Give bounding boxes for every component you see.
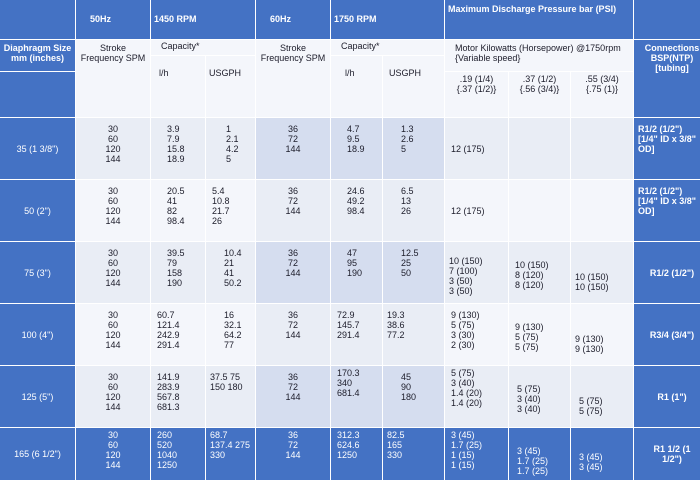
pressure-kw3-cell: 5 (75) 5 (75) <box>571 366 633 427</box>
spm60-cell: 36 72 144 <box>256 180 330 241</box>
connection-cell: R1/2 (1/2") [1/4" ID x 3/8" OD] <box>634 180 700 241</box>
rpm1450-header: 1450 RPM <box>151 0 255 39</box>
connection-cell: R1/2 (1/2") <box>634 242 700 303</box>
pressure-kw1-cell: 3 (45) 1.7 (25) 1 (15) 1 (15) <box>445 428 508 480</box>
lh50-cell: 141.9 283.9 567.8 681.3 <box>151 366 205 427</box>
lh50-cell: 260 520 1040 1250 <box>151 428 205 480</box>
pressure-kw3-cell <box>571 118 633 179</box>
max-pressure-header: Maximum Discharge Pressure bar (PSI) <box>445 0 633 39</box>
capacity-header-50hz: Capacity* <box>151 40 255 55</box>
diaphragm-size-100: 100 (4") <box>0 304 75 365</box>
pressure-kw3-cell: 9 (130) 9 (130) <box>571 304 633 365</box>
connection-cell: R1 1/2 (1 1/2") <box>634 428 700 480</box>
spm60-cell: 36 72 144 <box>256 242 330 303</box>
gph60-cell: 45 90 180 <box>383 366 444 427</box>
gph60-cell: 82.5 165 330 <box>383 428 444 480</box>
pressure-kw1-cell: 9 (130) 5 (75) 3 (30) 2 (30) <box>445 304 508 365</box>
diaphragm-size-35: 35 (1 3/8") <box>0 118 75 179</box>
gph60-cell: 6.5 13 26 <box>383 180 444 241</box>
spm60-cell: 36 72 144 <box>256 118 330 179</box>
connection-cell: R3/4 (3/4") <box>634 304 700 365</box>
motor-kilowatts-header: Motor Kilowatts (Horsepower) @1750rpm {V… <box>445 40 633 71</box>
pressure-kw1-cell: 12 (175) <box>445 180 508 241</box>
pressure-kw1-cell: 12 (175) <box>445 118 508 179</box>
diaphragm-size-75: 75 (3") <box>0 242 75 303</box>
pressure-kw3-cell: 3 (45) 3 (45) <box>571 428 633 480</box>
connection-cell: R1 (1") <box>634 366 700 427</box>
diaphragm-header-filler <box>0 72 75 117</box>
gph60-cell: 1.3 2.6 5 <box>383 118 444 179</box>
connection-cell: R1/2 (1/2") [1/4" ID x 3/8" OD] <box>634 118 700 179</box>
gph60-cell: 19.3 38.6 77.2 <box>383 304 444 365</box>
pressure-kw3-cell <box>571 180 633 241</box>
pressure-kw1-cell: 5 (75) 3 (40) 1.4 (20) 1.4 (20) <box>445 366 508 427</box>
lh50-cell: 3.9 7.9 15.8 18.9 <box>151 118 205 179</box>
usgph-header-60hz: USGPH <box>383 56 444 117</box>
lh50-cell: 60.7 121.4 242.9 291.4 <box>151 304 205 365</box>
lh60-cell: 170.3 340 681.4 <box>331 366 382 427</box>
gph50-cell: 1 2.1 4.2 5 <box>206 118 255 179</box>
diaphragm-size-header: Diaphragm Size mm (inches) <box>0 40 75 71</box>
spm50-cell: 30 60 120 144 <box>76 118 150 179</box>
connections-header: Connections BSP(NTP) [tubing] <box>634 40 700 117</box>
pressure-kw2-cell <box>509 118 570 179</box>
pressure-kw2-cell: 3 (45) 1.7 (25) 1.7 (25) <box>509 428 570 480</box>
gph50-cell: 37.5 75 150 180 <box>206 366 255 427</box>
capacity-header-60hz: Capacity* <box>331 40 444 55</box>
lh60-cell: 4.7 9.5 18.9 <box>331 118 382 179</box>
pressure-kw3-cell: 10 (150) 10 (150) <box>571 242 633 303</box>
diaphragm-size-165: 165 (6 1/2") <box>0 428 75 480</box>
kw-col1-header: .19 (1/4) {.37 (1/2)} <box>445 72 508 117</box>
stroke-frequency-header-50hz: Stroke Frequency SPM <box>76 40 150 117</box>
lh-header-50hz: l/h <box>151 56 205 117</box>
gph50-cell: 5.4 10.8 21.7 26 <box>206 180 255 241</box>
lh50-cell: 20.5 41 82 98.4 <box>151 180 205 241</box>
kw-col3-header: .55 (3/4) {.75 (1)} <box>571 72 633 117</box>
pressure-kw2-cell: 9 (130) 5 (75) 5 (75) <box>509 304 570 365</box>
spm50-cell: 30 60 120 144 <box>76 180 150 241</box>
spm60-cell: 36 72 144 <box>256 428 330 480</box>
lh60-cell: 312.3 624.6 1250 <box>331 428 382 480</box>
spm50-cell: 30 60 120 144 <box>76 366 150 427</box>
pressure-kw2-cell: 10 (150) 8 (120) 8 (120) <box>509 242 570 303</box>
lh60-cell: 24.6 49.2 98.4 <box>331 180 382 241</box>
lh50-cell: 39.5 79 158 190 <box>151 242 205 303</box>
gph60-cell: 12.5 25 50 <box>383 242 444 303</box>
usgph-header-50hz: USGPH <box>206 56 255 117</box>
lh60-cell: 72.9 145.7 291.4 <box>331 304 382 365</box>
lh60-cell: 47 95 190 <box>331 242 382 303</box>
spm60-cell: 36 72 144 <box>256 366 330 427</box>
spm50-cell: 30 60 120 144 <box>76 304 150 365</box>
lh-header-60hz: l/h <box>331 56 382 117</box>
connections-top-cell <box>634 0 700 39</box>
corner-cell <box>0 0 75 39</box>
spm60-cell: 36 72 144 <box>256 304 330 365</box>
gph50-cell: 68.7 137.4 275 330 <box>206 428 255 480</box>
diaphragm-size-125: 125 (5") <box>0 366 75 427</box>
hz60-header: 60Hz <box>256 0 330 39</box>
pressure-kw2-cell: 5 (75) 3 (40) 3 (40) <box>509 366 570 427</box>
spm50-cell: 30 60 120 144 <box>76 428 150 480</box>
spm50-cell: 30 60 120 144 <box>76 242 150 303</box>
diaphragm-size-50: 50 (2") <box>0 180 75 241</box>
kw-col2-header: .37 (1/2) {.56 (3/4)} <box>509 72 570 117</box>
stroke-frequency-header-60hz: Stroke Frequency SPM <box>256 40 330 117</box>
hz50-header: 50Hz <box>76 0 150 39</box>
rpm1750-header: 1750 RPM <box>331 0 444 39</box>
pressure-kw1-cell: 10 (150) 7 (100) 3 (50) 3 (50) <box>445 242 508 303</box>
gph50-cell: 16 32.1 64.2 77 <box>206 304 255 365</box>
gph50-cell: 10.4 21 41 50.2 <box>206 242 255 303</box>
pressure-kw2-cell <box>509 180 570 241</box>
